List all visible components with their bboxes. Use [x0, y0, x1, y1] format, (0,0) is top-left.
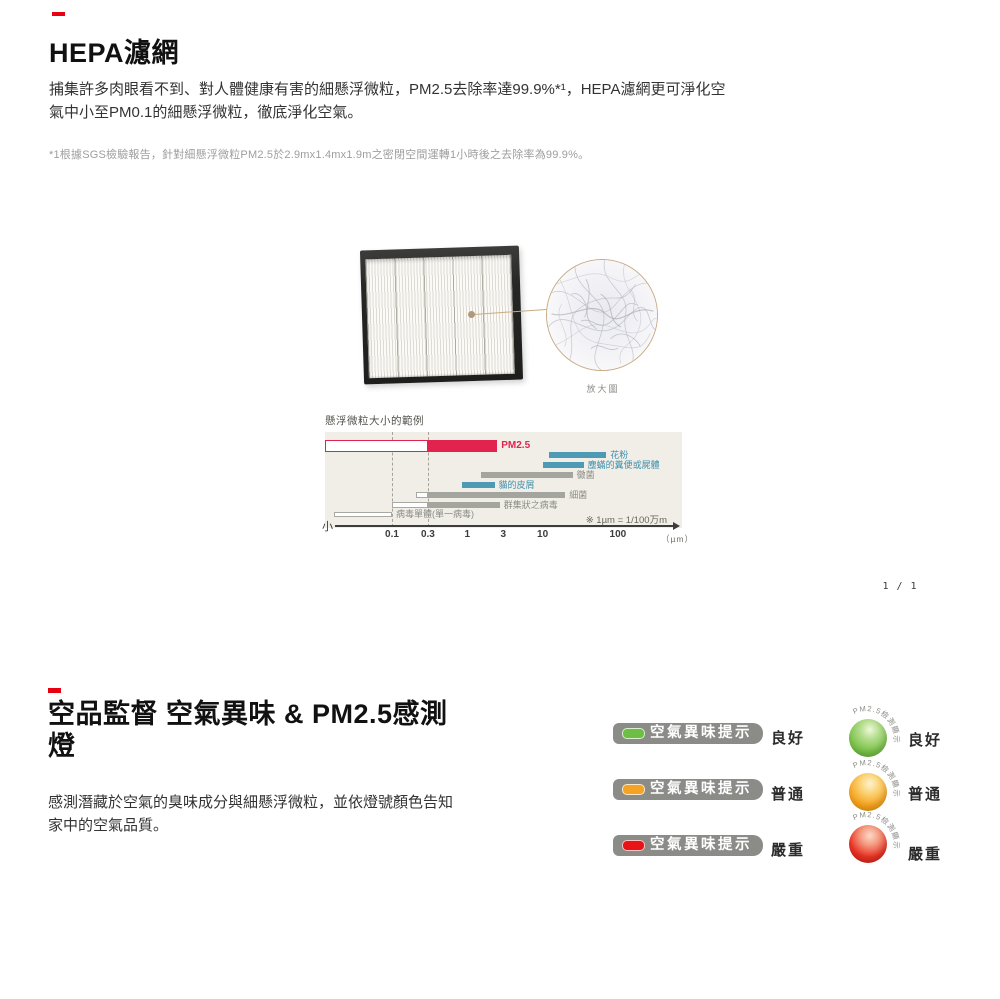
chart-bar	[461, 482, 495, 488]
chart-bar-label: 貓的皮屑	[498, 480, 535, 490]
chart-bar	[542, 462, 584, 468]
pm25-lamp-good: PM2.5檢測顯示	[834, 694, 914, 774]
odor-indicator-badge-severe: 空氣異味提示	[613, 835, 763, 856]
chart-scale-note: ※ 1µm = 1/100万m	[585, 515, 667, 526]
odor-light-good	[622, 728, 645, 739]
odor-light-severe	[622, 840, 645, 851]
x-axis-tick: 1	[464, 529, 471, 540]
x-axis-tick: 10	[537, 529, 549, 540]
filter-pleats-texture	[365, 254, 515, 379]
chart-bar-outline	[392, 502, 428, 508]
hepa-description: 捕集許多肉眼看不到、對人體健康有害的細懸浮微粒，PM2.5去除率達99.9%*¹…	[49, 81, 726, 121]
x-axis-arrow	[673, 522, 680, 530]
hepa-section-title: HEPA濾網	[49, 38, 180, 68]
sensor-description: 感測潛藏於空氣的臭味成分與細懸浮微粒，並依燈號顏色告知家中的空氣品質。	[48, 794, 454, 835]
chart-bar-label: 病毒單體(單一病毒)	[396, 509, 474, 519]
magnifier-caption: 放大圖	[586, 384, 620, 394]
chart-guide-line	[427, 432, 429, 527]
section-accent-dash	[48, 688, 61, 693]
sensor-section-title: 空品監督 空氣異味 & PM2.5感測燈	[48, 699, 448, 761]
particle-size-chart: 懸浮微粒大小的範例 ※ 1µm = 1/100万m PM2.5 花粉 塵蟎的糞便或屍…	[322, 412, 695, 550]
x-axis-unit: （µm）	[661, 534, 694, 544]
chart-title: 懸浮微粒大小的範例	[325, 415, 424, 427]
pm25-lamp-normal: PM2.5檢測顯示	[834, 748, 914, 828]
chart-bar	[427, 440, 498, 452]
chart-bar-label: 細菌	[569, 490, 588, 500]
pm25-lamp-severe: PM2.5檢測顯示	[834, 800, 914, 880]
chart-bar	[548, 452, 607, 458]
chart-bar	[427, 502, 500, 508]
x-axis-tick: 0.3	[420, 529, 435, 540]
chart-guide-line	[392, 432, 393, 527]
odor-indicator-badge-good: 空氣異味提示	[613, 723, 763, 744]
odor-status-good: 良好	[771, 730, 806, 747]
filter-magnified-view	[546, 259, 658, 371]
odor-indicator-badge-normal: 空氣異味提示	[613, 779, 763, 800]
odor-badge-label: 空氣異味提示	[650, 781, 752, 797]
chart-plot-area: ※ 1µm = 1/100万m PM2.5 花粉 塵蟎的糞便或屍體 黴菌貓的皮屑細菌群…	[325, 432, 682, 528]
axis-small-label: 小	[322, 521, 333, 533]
x-axis-tick: 0.1	[385, 529, 399, 540]
pm25-lamp-sphere-severe	[849, 825, 887, 863]
pm25-status-good: 良好	[908, 732, 943, 749]
chart-bar-outline	[416, 492, 428, 498]
carousel-pagination: 1 / 1	[882, 581, 918, 592]
pm25-lamp-sphere-normal	[849, 773, 887, 811]
magnifier-connector-dot	[468, 311, 475, 318]
x-axis-tick: 3	[500, 529, 506, 540]
chart-bar-label: 塵蟎的糞便或屍體	[587, 460, 660, 470]
odor-status-severe: 嚴重	[771, 842, 806, 859]
chart-bar-label: 黴菌	[576, 470, 595, 480]
pm25-status-severe: 嚴重	[908, 846, 943, 863]
hepa-footnote: *1根據SGS檢驗報告，針對細懸浮微粒PM2.5於2.9mx1.4mx1.9m之…	[49, 149, 590, 161]
chart-bar-label: PM2.5	[501, 440, 531, 451]
x-axis-line	[335, 525, 675, 527]
hepa-filter-image	[359, 245, 524, 385]
chart-bar-outline	[334, 512, 392, 517]
x-axis-tick: 100	[609, 529, 627, 540]
chart-bar-label: 群集狀之病毒	[503, 500, 558, 510]
odor-badge-label: 空氣異味提示	[650, 837, 752, 853]
chart-bar	[480, 472, 573, 478]
fiber-texture-image	[547, 260, 657, 370]
section-accent-dash	[52, 12, 65, 16]
chart-bar-outline	[325, 440, 428, 452]
chart-bar-label: 花粉	[610, 450, 629, 460]
pm25-lamp-sphere-good	[849, 719, 887, 757]
odor-status-normal: 普通	[771, 786, 806, 803]
pm25-status-normal: 普通	[908, 786, 943, 803]
chart-bar	[427, 492, 566, 498]
odor-light-normal	[622, 784, 645, 795]
odor-badge-label: 空氣異味提示	[650, 725, 752, 741]
